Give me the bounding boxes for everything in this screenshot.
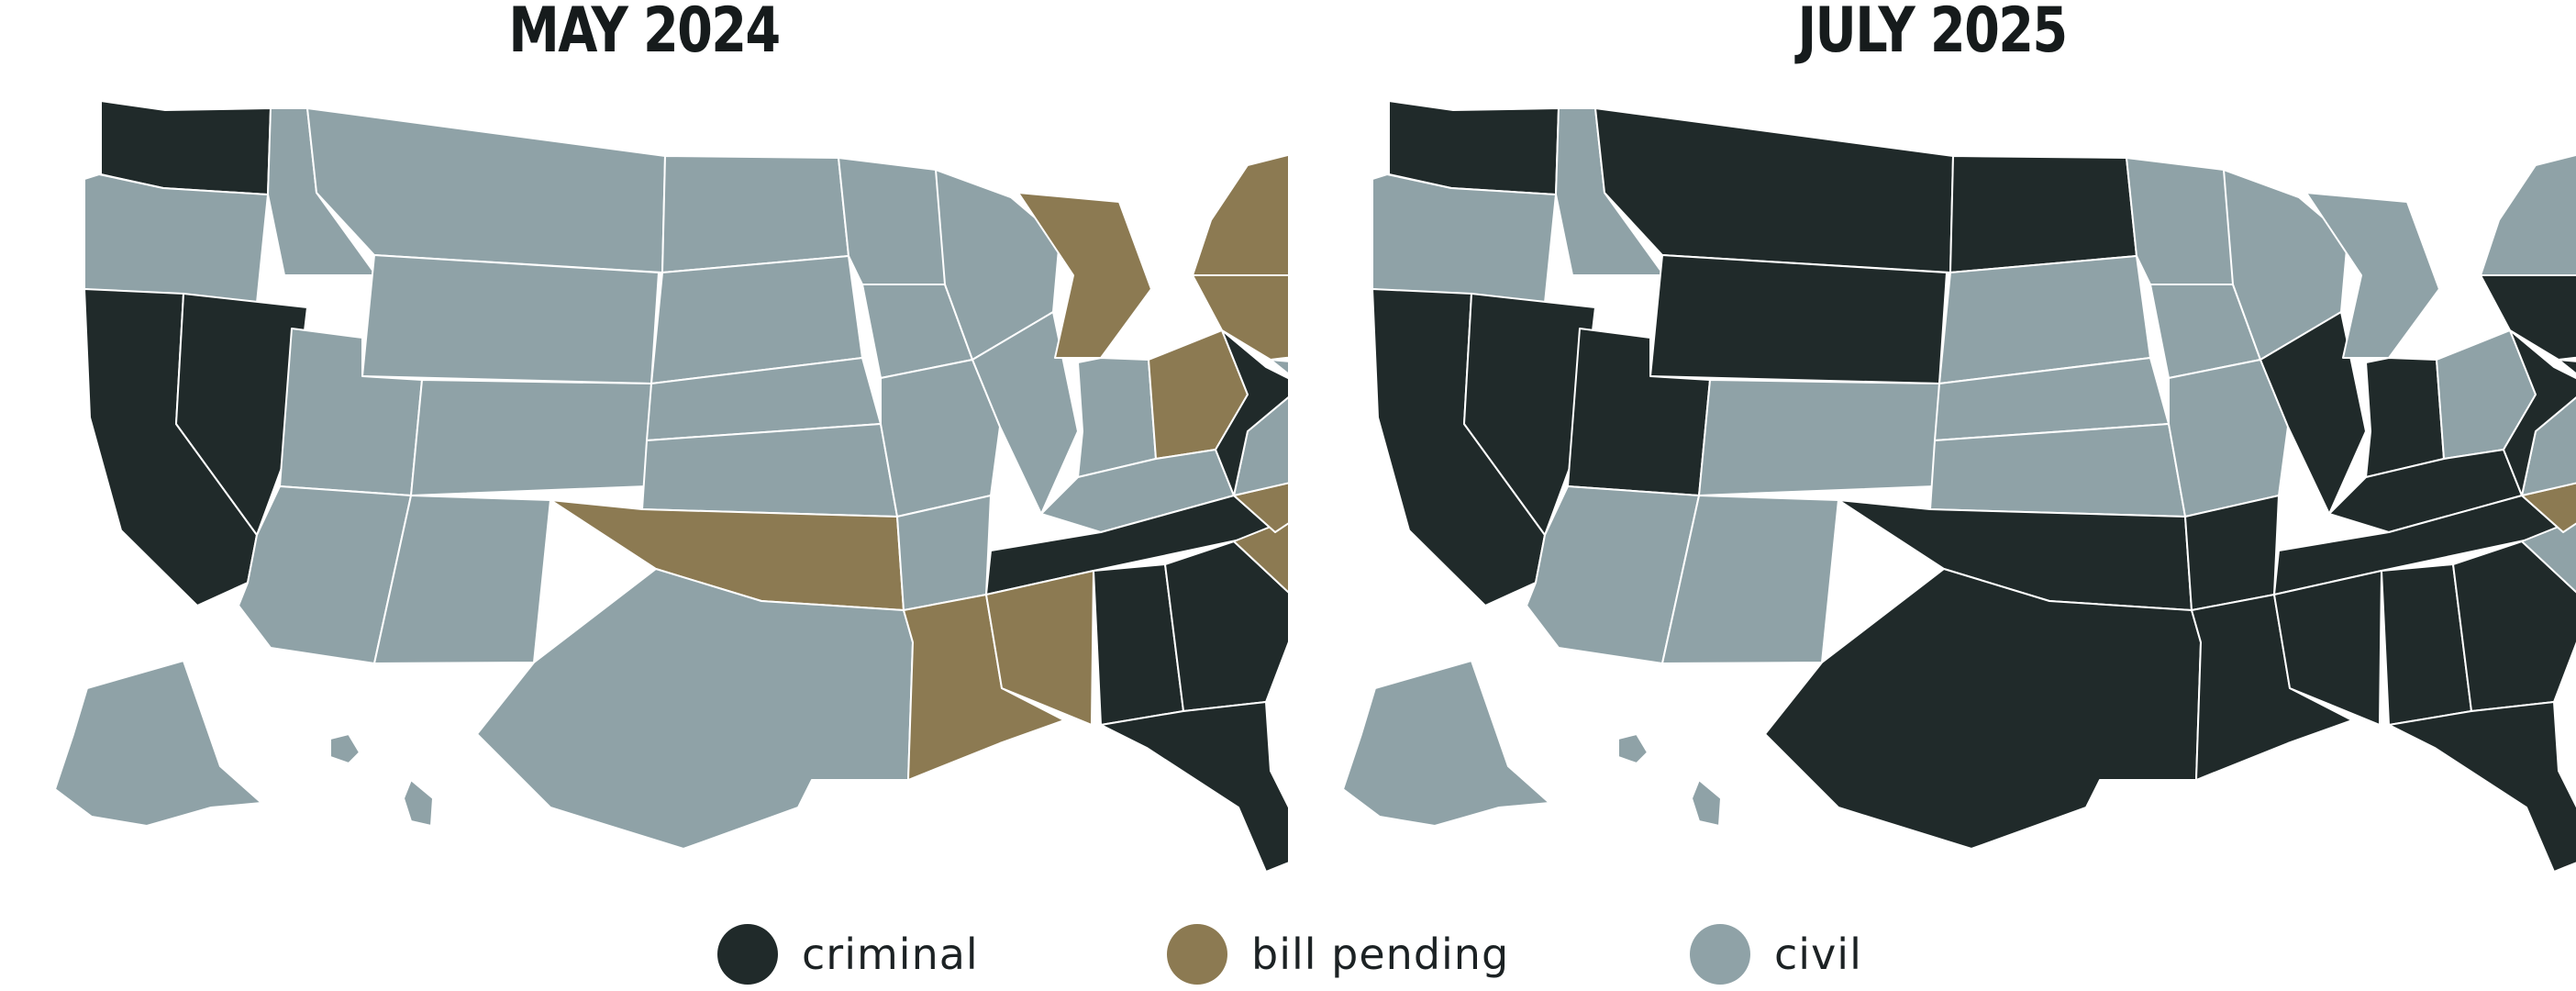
state-fl [2388,701,2576,873]
state-pa [2480,274,2576,361]
legend-label: criminal [802,930,979,979]
state-fl [1100,701,1288,873]
state-ak [1342,660,1550,827]
state-wv [1215,329,1288,496]
legend-label: bill pending [1251,930,1510,979]
legend-label: civil [1774,930,1862,979]
us-map [1342,100,2576,873]
state-ms [985,570,1094,726]
state-mt [306,107,666,273]
state-wy [1649,254,1948,384]
legend-swatch [1167,924,1227,985]
map-panel-july-2025: JULY 2025 [1288,0,2576,899]
state-co [1698,379,1940,496]
state-nv [175,293,308,536]
state-hi-1 [1617,732,1649,765]
map-panel-may-2024: MAY 2024 [0,0,1288,899]
legend-swatch [1690,924,1750,985]
state-tx [1764,568,2202,850]
panel-title: JULY 2025 [1797,0,2068,67]
state-hi-1 [329,732,361,765]
state-nv [1463,293,1596,536]
state-in [2365,357,2445,478]
state-tx [476,568,914,850]
state-nd [661,155,849,273]
state-pa [1192,274,1288,361]
legend-item-criminal: criminal [717,922,979,986]
state-ks [641,423,898,518]
state-ar [2184,495,2280,611]
us-map [54,100,1288,873]
legend-item-bill-pending: bill pending [1167,922,1509,986]
state-ak [54,660,262,827]
state-ks [1929,423,2186,518]
state-wv [2503,329,2576,496]
state-nc [2521,482,2576,533]
state-ms [2273,570,2382,726]
legend-item-civil: civil [1690,922,1862,986]
state-ar [896,495,992,611]
state-ga [1164,540,1288,712]
state-mt [1594,107,1954,273]
state-il [972,311,1079,515]
state-md [2558,359,2576,375]
state-ny [1192,153,1288,276]
state-or [83,173,269,304]
state-hi-2 [1690,778,1723,828]
state-wy [361,254,660,384]
state-co [410,379,652,496]
panel-title: MAY 2024 [508,0,781,67]
state-or [1371,173,1557,304]
legend-swatch [717,924,778,985]
state-nc [1233,482,1288,533]
state-nd [1949,155,2137,273]
state-il [2260,311,2367,515]
state-ny [2480,153,2576,276]
state-md [1270,359,1288,375]
state-hi-2 [402,778,435,828]
legend: criminal bill pending civil [0,922,2576,986]
state-in [1077,357,1157,478]
state-ga [2452,540,2576,712]
